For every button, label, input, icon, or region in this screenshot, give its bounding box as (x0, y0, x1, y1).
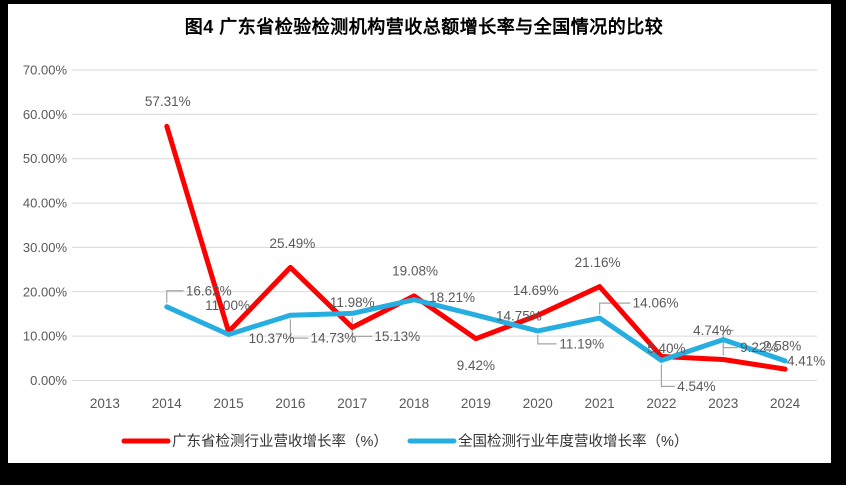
data-label: 5.40% (647, 341, 685, 356)
series-line-guangdong (164, 123, 788, 372)
data-label: 18.21% (429, 290, 475, 305)
x-axis-tick-label: 2016 (275, 396, 305, 411)
x-axis-tick-label: 2023 (708, 396, 738, 411)
x-axis-tick-label: 2018 (399, 396, 429, 411)
y-axis-tick-label: 30.00% (23, 240, 68, 255)
y-axis-tick-label: 60.00% (23, 107, 68, 122)
data-label: 4.74% (693, 323, 731, 338)
x-axis-tick-label: 2014 (152, 396, 183, 411)
x-axis-tick-label: 2024 (770, 396, 801, 411)
y-axis-tick-label: 40.00% (23, 196, 68, 211)
x-axis-tick-label: 2020 (523, 396, 553, 411)
x-axis-tick-label: 2013 (90, 396, 120, 411)
label-leader-line (166, 290, 184, 303)
data-label: 4.41% (787, 353, 825, 368)
chart-canvas (8, 4, 831, 463)
y-axis-tick-label: 10.00% (23, 329, 68, 344)
data-label: 57.31% (145, 94, 191, 109)
x-axis-tick-label: 2019 (461, 396, 491, 411)
y-axis-labels: 0.00% 10.00% 20.00% 30.00% 40.00% 50.00% 60.00… (23, 63, 68, 389)
data-label: 14.75% (496, 309, 542, 324)
data-label: 10.37% (249, 331, 295, 346)
legend-label-guangdong: 广东省检测行业营收增长率（%） (172, 433, 388, 450)
data-label: 14.69% (513, 283, 559, 298)
data-label: 11.00% (205, 298, 250, 313)
data-label: 21.16% (575, 255, 621, 270)
data-label: 9.42% (457, 358, 495, 373)
chart-title: 图4 广东省检验检测机构营收总额增长率与全国情况的比较 (185, 16, 664, 37)
x-axis-tick-label: 2017 (337, 396, 367, 411)
y-axis-tick-label: 50.00% (23, 151, 68, 166)
y-axis-tick-label: 0.00% (30, 373, 67, 388)
label-leader-line (289, 319, 309, 339)
data-label: 14.73% (311, 331, 357, 346)
label-leader-line (537, 334, 557, 345)
label-leader-lines (166, 290, 738, 387)
series-line-national (164, 297, 788, 364)
label-leader-line (660, 364, 675, 387)
data-labels: 57.31% 11.00% 25.49% 11.98% 19.08% 9.42% 14.69… (145, 94, 825, 394)
x-axis-tick-label: 2021 (585, 396, 615, 411)
series-lines (164, 123, 788, 372)
gridlines (72, 69, 817, 381)
label-leader-line (351, 317, 373, 337)
legend: 广东省检测行业营收增长率（%） 全国检测行业年度营收增长率（%） (121, 432, 688, 450)
data-label: 14.06% (633, 296, 679, 311)
data-label: 16.62% (186, 283, 232, 298)
label-leader-line (722, 343, 738, 349)
data-label: 25.49% (270, 236, 316, 251)
data-label: 15.13% (374, 329, 420, 344)
x-axis-labels: 2013 2014 2015 2016 2017 2018 2019 2020 2021 2022… (90, 396, 801, 411)
data-label: 11.98% (330, 295, 375, 310)
data-label: 11.19% (559, 336, 604, 351)
y-axis-tick-label: 20.00% (23, 284, 68, 299)
legend-label-national: 全国检测行业年度营收增长率（%） (458, 432, 688, 450)
data-label: 9.22% (740, 340, 778, 355)
y-axis-tick-label: 70.00% (23, 63, 68, 78)
data-label: 4.54% (677, 379, 715, 394)
data-label: 2.58% (763, 339, 801, 354)
data-label: 19.08% (392, 263, 438, 278)
x-axis-tick-label: 2022 (646, 396, 676, 411)
x-axis-tick-label: 2015 (214, 396, 244, 411)
label-leader-line (598, 302, 631, 315)
